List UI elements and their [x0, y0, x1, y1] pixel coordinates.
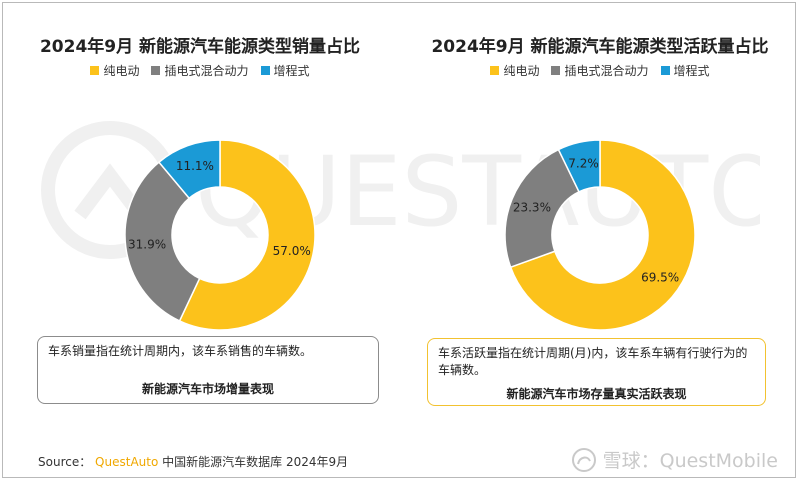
slice-label-erev: 7.2% — [568, 156, 599, 170]
snowball-icon — [571, 447, 596, 472]
source-prefix: Source： — [38, 455, 92, 469]
definition-text: 车系销量指在统计周期内，该车系销售的车辆数。 — [48, 344, 313, 358]
slice-label-bev: 57.0% — [273, 244, 311, 258]
donut-slice-bev — [178, 139, 316, 331]
legend-item-phev: 插电式混合动力 — [151, 62, 249, 79]
definition-text: 车系活跃量指在统计周期(月)内，该车系车辆有行驶行为的车辆数。 — [438, 346, 748, 377]
source-text: 中国新能源汽车数据库 2024年9月 — [162, 455, 349, 469]
legend-label: 增程式 — [673, 64, 710, 78]
sales-definition-box: 车系销量指在统计周期内，该车系销售的车辆数。 新能源汽车市场增量表现 — [37, 336, 379, 404]
chart-legend: 纯电动 插电式混合动力 增程式 — [0, 62, 400, 79]
active-definition-box: 车系活跃量指在统计周期(月)内，该车系车辆有行驶行为的车辆数。 新能源汽车市场存… — [427, 338, 766, 406]
slice-label-bev: 69.5% — [641, 270, 679, 284]
donut-slice-erev — [557, 139, 601, 193]
donut-slice-erev — [157, 139, 221, 200]
legend-swatch-erev — [260, 66, 270, 75]
legend-swatch-phev — [551, 66, 561, 75]
sales-donut-chart: 57.0% 31.9% 11.1% — [100, 130, 340, 340]
source-line: Source： QuestAuto 中国新能源汽车数据库 2024年9月 — [38, 453, 348, 470]
chart-title: 2024年9月 新能源汽车能源类型活跃量占比 — [431, 37, 769, 57]
legend-label: 纯电动 — [503, 64, 540, 78]
donut-svg: 69.5% 23.3% 7.2% — [504, 139, 696, 331]
legend-swatch-bev — [490, 66, 500, 75]
chart-legend: 纯电动 插电式混合动力 增程式 — [400, 62, 800, 79]
legend-item-phev: 插电式混合动力 — [551, 62, 649, 79]
legend-item-bev: 纯电动 — [90, 62, 139, 79]
legend-item-bev: 纯电动 — [490, 62, 539, 79]
legend-label: 增程式 — [273, 64, 310, 78]
legend-item-erev: 增程式 — [260, 62, 310, 79]
sales-share-panel: 2024年9月 新能源汽车能源类型销量占比 纯电动 插电式混合动力 增程式 57… — [0, 0, 400, 420]
corner-logo: 雪球：QuestMobile — [571, 446, 778, 473]
legend-swatch-phev — [151, 66, 161, 75]
definition-footer: 新能源汽车市场存量真实活跃表现 — [506, 387, 687, 401]
legend-label: 纯电动 — [103, 64, 140, 78]
donut-slice-bev — [509, 139, 696, 331]
donut-slice-phev — [504, 148, 581, 269]
donut-slice-phev — [124, 161, 201, 322]
legend-label: 插电式混合动力 — [564, 64, 649, 78]
slice-label-phev: 31.9% — [128, 237, 166, 251]
slice-label-erev: 11.1% — [176, 159, 214, 173]
source-brand: QuestAuto — [95, 455, 159, 469]
definition-footer: 新能源汽车市场增量表现 — [141, 382, 274, 396]
donut-svg: 57.0% 31.9% 11.1% — [124, 139, 316, 331]
slice-label-phev: 23.3% — [513, 200, 551, 214]
legend-swatch-bev — [90, 66, 100, 75]
legend-swatch-erev — [660, 66, 670, 75]
active-donut-chart: 69.5% 23.3% 7.2% — [480, 130, 720, 340]
active-share-panel: 2024年9月 新能源汽车能源类型活跃量占比 纯电动 插电式混合动力 增程式 6… — [400, 0, 800, 420]
chart-title: 2024年9月 新能源汽车能源类型销量占比 — [39, 37, 361, 57]
legend-label: 插电式混合动力 — [164, 64, 249, 78]
legend-item-erev: 增程式 — [660, 62, 710, 79]
corner-logo-text: 雪球：QuestMobile — [602, 450, 778, 472]
